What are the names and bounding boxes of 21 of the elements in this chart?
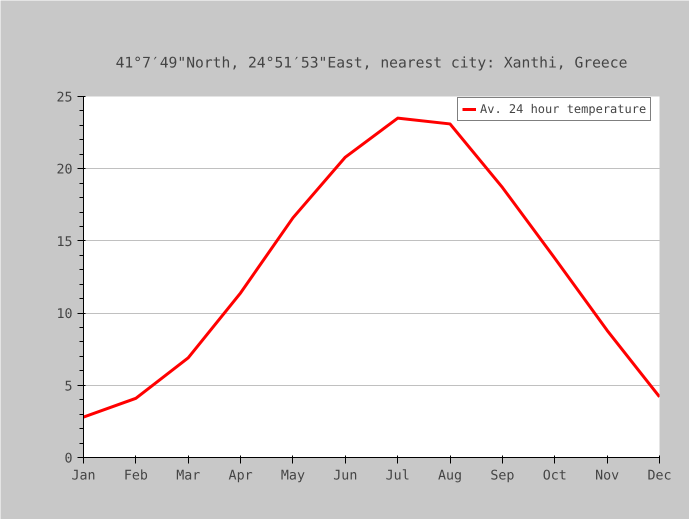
y-tick-label: 15: [56, 234, 73, 250]
y-tick-label: 20: [56, 162, 73, 178]
chart-title: 41°7′49"North, 24°51′53"East, nearest city: Xanthi, Greece: [116, 54, 628, 72]
x-tick-label: May: [280, 468, 305, 484]
legend-label: Av. 24 hour temperature: [480, 102, 646, 116]
y-tick-label: 10: [56, 307, 73, 322]
x-tick-label: Sep: [490, 468, 514, 484]
x-tick-label: Feb: [124, 468, 148, 484]
x-tick-label: Aug: [438, 468, 462, 484]
x-tick-label: Jan: [71, 468, 96, 484]
x-tick-label: Nov: [595, 468, 620, 484]
x-tick-label: Jul: [386, 468, 410, 484]
y-tick-label: 5: [64, 379, 73, 394]
y-tick-label: 0: [64, 452, 73, 466]
x-tick-label: Mar: [176, 468, 200, 484]
x-tick-label: Jun: [333, 468, 358, 484]
y-tick-label: 25: [56, 90, 73, 106]
x-tick-label: Dec: [647, 468, 672, 484]
x-tick-label: Oct: [542, 468, 567, 484]
x-tick-label: Apr: [228, 468, 253, 484]
line-series: [84, 116, 660, 419]
